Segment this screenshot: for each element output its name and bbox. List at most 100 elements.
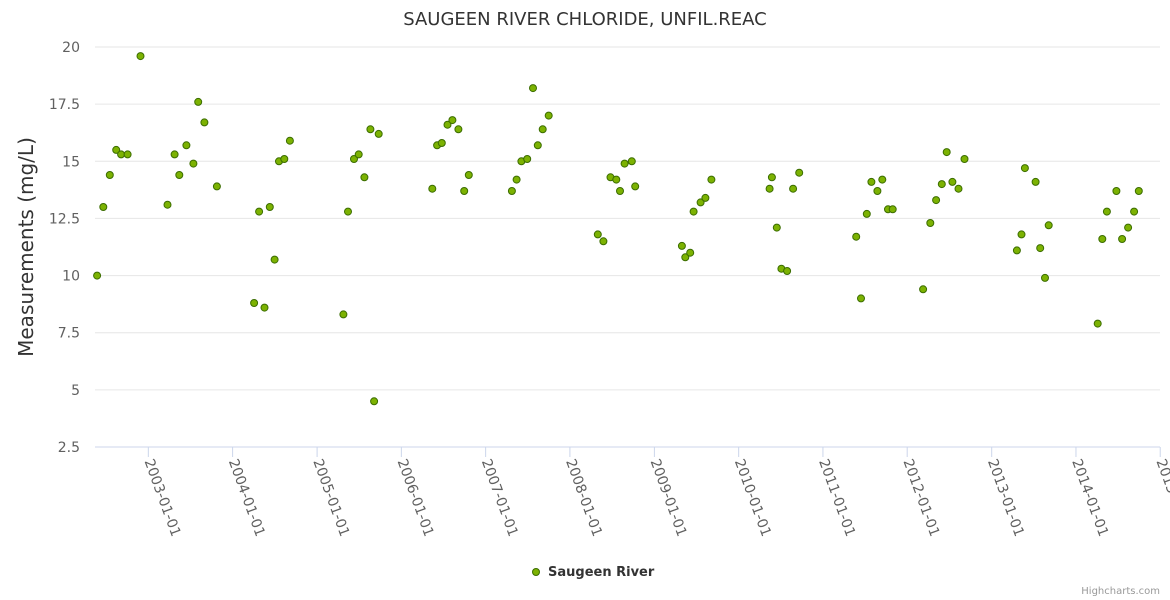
data-point[interactable]	[512, 175, 521, 184]
data-point[interactable]	[1134, 187, 1143, 195]
data-point[interactable]	[350, 155, 358, 163]
data-point[interactable]	[689, 207, 698, 216]
data-point[interactable]	[862, 209, 871, 218]
data-point[interactable]	[852, 232, 861, 241]
data-point[interactable]	[112, 145, 121, 154]
data-point[interactable]	[783, 267, 792, 275]
data-point[interactable]	[937, 180, 946, 189]
data-point[interactable]	[93, 271, 102, 280]
data-point[interactable]	[529, 84, 537, 93]
data-point[interactable]	[620, 159, 629, 168]
data-point[interactable]	[599, 237, 608, 246]
data-point[interactable]	[507, 187, 516, 195]
data-point[interactable]	[428, 184, 437, 193]
data-point[interactable]	[354, 150, 363, 159]
legend-item-saugeen-river[interactable]: Saugeen River	[548, 565, 655, 580]
data-point[interactable]	[919, 285, 928, 294]
data-point[interactable]	[99, 203, 108, 211]
data-point[interactable]	[942, 148, 951, 157]
data-point[interactable]	[1020, 164, 1029, 173]
data-point[interactable]	[136, 52, 145, 61]
data-point[interactable]	[366, 125, 375, 134]
data-point[interactable]	[857, 294, 865, 303]
data-point[interactable]	[707, 175, 716, 184]
data-point[interactable]	[270, 255, 279, 264]
data-point[interactable]	[1112, 187, 1121, 195]
data-point[interactable]	[437, 139, 446, 147]
y-tick-label: 17.5	[49, 97, 80, 113]
data-point[interactable]	[265, 203, 274, 211]
data-point[interactable]	[873, 187, 882, 195]
data-point[interactable]	[464, 171, 473, 179]
data-point[interactable]	[182, 141, 191, 150]
data-point[interactable]	[612, 175, 621, 184]
data-point[interactable]	[523, 155, 532, 163]
data-point[interactable]	[360, 173, 369, 182]
data-point[interactable]	[627, 157, 636, 166]
data-point[interactable]	[1118, 235, 1127, 243]
data-point[interactable]	[867, 177, 876, 186]
data-point[interactable]	[1012, 246, 1021, 255]
credits-link[interactable]: Highcharts.com	[1081, 586, 1160, 597]
data-point[interactable]	[194, 97, 203, 106]
data-point[interactable]	[593, 230, 602, 239]
data-point[interactable]	[370, 397, 379, 406]
data-point[interactable]	[374, 129, 383, 138]
data-point[interactable]	[701, 193, 710, 202]
data-point[interactable]	[1124, 223, 1133, 232]
data-point[interactable]	[344, 207, 352, 216]
data-point[interactable]	[1017, 230, 1026, 239]
legend[interactable]: Saugeen River	[532, 565, 655, 580]
data-point[interactable]	[1036, 244, 1045, 253]
data-point[interactable]	[189, 159, 198, 168]
data-point[interactable]	[765, 184, 774, 193]
data-point[interactable]	[1102, 207, 1111, 216]
series-saugeen-river[interactable]	[93, 52, 1143, 406]
data-point[interactable]	[767, 173, 776, 182]
data-point[interactable]	[948, 177, 957, 186]
data-point[interactable]	[1093, 319, 1102, 328]
data-point[interactable]	[339, 310, 348, 319]
data-point[interactable]	[888, 205, 897, 214]
data-point[interactable]	[1041, 273, 1049, 282]
data-point[interactable]	[443, 120, 452, 129]
data-point[interactable]	[696, 198, 705, 207]
data-point[interactable]	[123, 150, 132, 159]
data-point[interactable]	[631, 182, 640, 191]
data-point[interactable]	[280, 155, 289, 163]
data-point[interactable]	[255, 207, 264, 216]
data-point[interactable]	[448, 116, 457, 125]
data-point[interactable]	[1031, 177, 1040, 186]
data-point[interactable]	[163, 200, 172, 209]
data-point[interactable]	[677, 241, 686, 250]
data-point[interactable]	[878, 175, 887, 184]
data-point[interactable]	[533, 141, 542, 150]
data-point[interactable]	[538, 125, 547, 134]
data-point[interactable]	[105, 171, 114, 179]
data-point[interactable]	[926, 219, 935, 227]
data-point[interactable]	[460, 187, 469, 195]
data-point[interactable]	[260, 303, 269, 312]
data-point[interactable]	[1098, 235, 1107, 243]
data-point[interactable]	[795, 168, 804, 177]
data-point[interactable]	[544, 111, 553, 120]
data-point[interactable]	[117, 150, 126, 159]
data-point[interactable]	[1130, 207, 1139, 216]
data-point[interactable]	[212, 182, 221, 191]
data-point[interactable]	[250, 299, 259, 307]
data-point[interactable]	[772, 223, 781, 232]
data-point[interactable]	[789, 184, 798, 193]
data-point[interactable]	[170, 150, 179, 159]
y-tick-label: 7.5	[58, 326, 80, 342]
data-point[interactable]	[200, 118, 209, 127]
data-point[interactable]	[616, 187, 624, 195]
data-point[interactable]	[285, 136, 294, 145]
data-point[interactable]	[932, 196, 941, 205]
data-point[interactable]	[686, 248, 695, 257]
data-point[interactable]	[454, 125, 463, 134]
data-point[interactable]	[960, 155, 969, 163]
data-point[interactable]	[175, 171, 184, 179]
data-point[interactable]	[681, 253, 690, 262]
data-point[interactable]	[954, 184, 963, 193]
data-point[interactable]	[1044, 221, 1053, 230]
